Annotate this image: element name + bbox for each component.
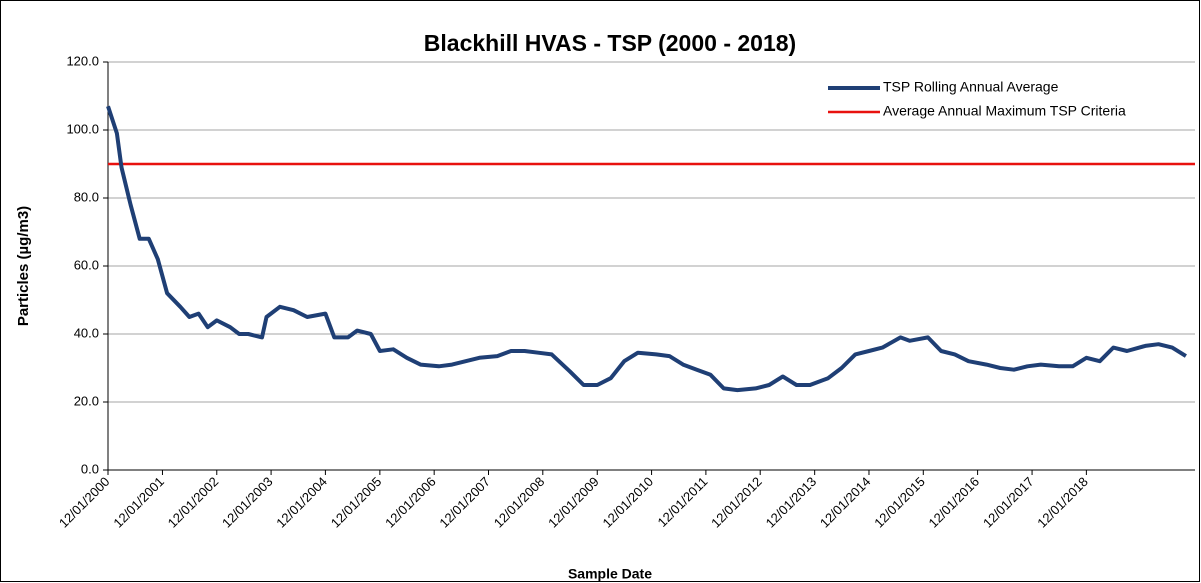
data-line	[106, 105, 1187, 393]
legend-label: TSP Rolling Annual Average	[883, 79, 1059, 95]
y-tick-label: 100.0	[66, 121, 99, 136]
y-tick-label: 80.0	[74, 189, 99, 204]
y-axis-label: Particles (µg/m3)	[15, 206, 32, 326]
chart-title: Blackhill HVAS - TSP (2000 - 2018)	[424, 30, 796, 56]
y-tick-label: 20.0	[74, 393, 99, 408]
y-tick-label: 0.0	[81, 461, 99, 476]
y-tick-label: 40.0	[74, 325, 99, 340]
y-tick-label: 60.0	[74, 257, 99, 272]
y-tick-label: 120.0	[66, 53, 99, 68]
legend-label: Average Annual Maximum TSP Criteria	[883, 103, 1126, 119]
x-axis-label: Sample Date	[568, 566, 652, 582]
